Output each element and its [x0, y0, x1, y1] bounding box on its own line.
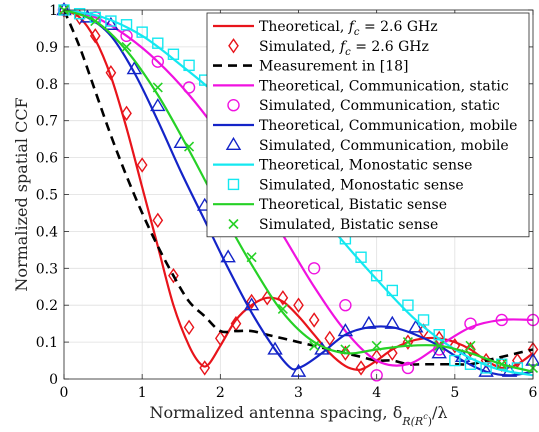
legend-label: Theoretical, Monostatic sense [259, 158, 472, 174]
y-tick-label: 0.5 [36, 188, 58, 204]
legend-label: Measurement in [18] [259, 59, 408, 75]
y-tick-label: 0.7 [36, 114, 58, 130]
legend-entry: Simulated, Communication, static [228, 98, 500, 114]
y-tick-label: 0.2 [36, 298, 58, 314]
x-tick-label: 3 [294, 385, 303, 401]
legend-label: Theoretical, Communication, mobile [259, 118, 517, 134]
y-tick-label: 0.3 [36, 261, 58, 277]
legend-label: Simulated, Communication, mobile [259, 138, 509, 154]
legend-entry: Simulated, Monostatic sense [229, 177, 464, 193]
x-axis-label-tail: /λ [432, 403, 448, 422]
y-tick-label: 0.6 [36, 151, 58, 167]
x-tick-label: 0 [60, 385, 69, 401]
legend-label: Simulated, Monostatic sense [259, 177, 464, 193]
legend-entry: Simulated, Bistatic sense [229, 217, 438, 233]
legend-entry: Simulated, Communication, mobile [227, 138, 509, 154]
legend-label: Simulated, Bistatic sense [259, 217, 438, 233]
x-tick-label: 5 [450, 385, 459, 401]
legend-label: Simulated, Communication, static [259, 98, 500, 114]
x-tick-label: 2 [216, 385, 225, 401]
legend-label: Theoretical, Bistatic sense [259, 197, 447, 213]
legend-label: Theoretical, Communication, static [259, 78, 509, 94]
x-tick-label: 4 [372, 385, 381, 401]
legend-entry: Theoretical, Communication, mobile [213, 118, 517, 134]
y-tick-label: 0.4 [36, 224, 58, 240]
y-axis-label: Normalized spatial CCF [12, 97, 31, 291]
legend: Theoretical, fc = 2.6 GHzSimulated, fc =… [207, 13, 529, 237]
y-tick-label: 0.1 [36, 335, 58, 351]
y-tick-label: 0.8 [36, 77, 58, 93]
y-tick-label: 0 [49, 372, 58, 388]
y-tick-label: 1 [49, 3, 58, 19]
x-tick-label: 6 [529, 385, 538, 401]
y-tick-label: 0.9 [36, 40, 58, 56]
x-axis-label-sub: R(R [401, 415, 423, 428]
x-tick-label: 1 [138, 385, 147, 401]
